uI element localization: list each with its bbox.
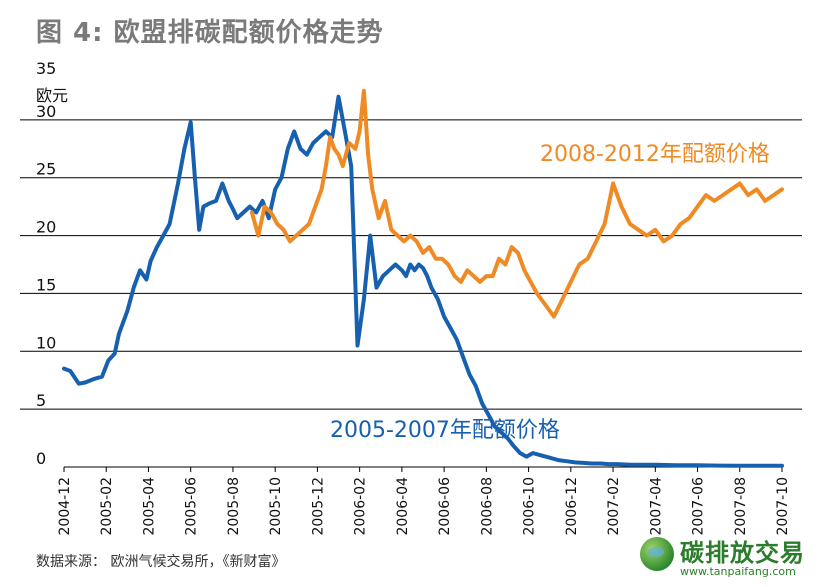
x-tick-label: 2007-08	[733, 477, 749, 536]
y-tick-label: 5	[36, 391, 46, 410]
series-label-2008-2012: 2008-2012年配额价格	[540, 142, 770, 167]
y-tick-label: 20	[36, 218, 56, 237]
x-tick-label: 2006-06	[437, 477, 453, 536]
series-line-2005-2007	[62, 94, 784, 468]
logo-name: 碳排放交易	[680, 539, 805, 567]
y-tick-label: 30	[36, 102, 56, 121]
x-tick-label: 2005-10	[268, 477, 284, 536]
logo-url: www.tanpaifang.com	[680, 565, 796, 578]
globe-icon	[640, 537, 674, 571]
x-tick-label: 2006-10	[522, 477, 538, 536]
site-logo[interactable]: 碳排放交易 www.tanpaifang.com	[640, 533, 815, 585]
source-note: 数据来源： 欧洲气候交易所，《新财富》	[36, 554, 286, 570]
x-tick-label: 2007-04	[648, 477, 664, 536]
y-axis-label: 欧元	[36, 86, 68, 105]
x-tick-label: 2004-12	[57, 477, 73, 536]
x-tick-label: 2006-04	[395, 477, 411, 536]
y-tick-label: 35	[36, 59, 56, 78]
x-tick-label: 2005-04	[141, 477, 157, 536]
x-tick-label: 2007-06	[691, 477, 707, 536]
y-axis-ticks: 0 5 10 15 20 25 30 35	[36, 59, 56, 468]
x-tick-label: 2005-12	[310, 477, 326, 536]
x-tick-label: 2005-08	[226, 477, 242, 536]
x-tick-label: 2006-12	[564, 477, 580, 536]
series-lines	[62, 88, 784, 468]
series-labels: 2005-2007年配额价格 2008-2012年配额价格	[330, 142, 770, 443]
x-tick-label: 2005-06	[184, 477, 200, 536]
chart-title: 图 4: 欧盟排碳配额价格走势	[36, 18, 384, 48]
x-axis-ticks: 2004-12 2005-02 2005-04 2005-06 2005-08 2005-…	[57, 467, 791, 536]
x-tick-label: 2006-08	[479, 477, 495, 536]
x-tick-label: 2005-02	[99, 477, 115, 536]
x-tick-label: 2006-02	[353, 477, 369, 536]
y-tick-label: 0	[36, 449, 46, 468]
series-label-2005-2007: 2005-2007年配额价格	[330, 418, 560, 443]
y-tick-label: 15	[36, 275, 56, 294]
grid-lines	[20, 119, 802, 468]
x-tick-label: 2007-02	[606, 477, 622, 536]
x-tick-label: 2007-10	[775, 477, 791, 536]
y-tick-label: 25	[36, 160, 56, 179]
y-tick-label: 10	[36, 333, 56, 352]
series-line-2008-2012	[249, 88, 784, 319]
